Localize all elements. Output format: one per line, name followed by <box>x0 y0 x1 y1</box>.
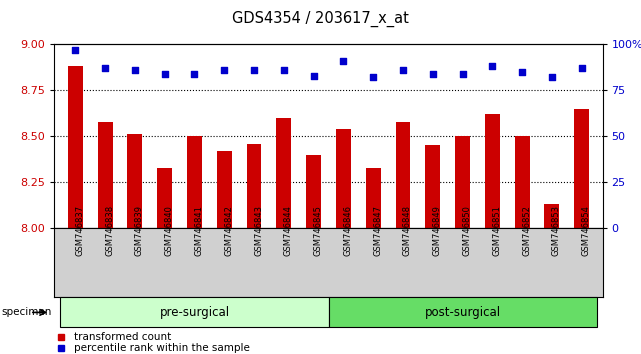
Point <box>547 75 557 80</box>
Bar <box>128 135 142 228</box>
Text: GSM746838: GSM746838 <box>105 205 114 256</box>
Bar <box>276 118 291 228</box>
Bar <box>336 129 351 228</box>
Bar <box>306 155 321 228</box>
Point <box>576 65 587 71</box>
Text: GSM746846: GSM746846 <box>344 205 353 256</box>
Point <box>487 63 497 69</box>
Bar <box>328 297 597 327</box>
Text: GSM746840: GSM746840 <box>165 205 174 256</box>
Point <box>279 67 289 73</box>
Point <box>428 71 438 76</box>
Text: GSM746844: GSM746844 <box>284 205 293 256</box>
Bar <box>157 167 172 228</box>
Point <box>249 67 259 73</box>
Point <box>189 71 199 76</box>
Point <box>338 58 349 64</box>
Point <box>160 71 170 76</box>
Point <box>71 47 81 53</box>
Bar <box>247 144 262 228</box>
Bar <box>455 136 470 228</box>
Text: GSM746837: GSM746837 <box>76 205 85 256</box>
Bar <box>187 136 202 228</box>
Bar <box>544 204 560 228</box>
Point <box>398 67 408 73</box>
Point <box>129 67 140 73</box>
Bar <box>60 297 328 327</box>
Text: GDS4354 / 203617_x_at: GDS4354 / 203617_x_at <box>232 11 409 27</box>
Text: GSM746841: GSM746841 <box>194 205 203 256</box>
Bar <box>426 145 440 228</box>
Point <box>219 67 229 73</box>
Text: pre-surgical: pre-surgical <box>160 306 229 319</box>
Text: specimen: specimen <box>1 307 52 318</box>
Text: GSM746842: GSM746842 <box>224 205 233 256</box>
Point <box>100 65 110 71</box>
Text: GSM746849: GSM746849 <box>433 205 442 256</box>
Text: GSM746852: GSM746852 <box>522 205 531 256</box>
Text: post-surgical: post-surgical <box>424 306 501 319</box>
Bar <box>68 66 83 228</box>
Text: GSM746847: GSM746847 <box>373 205 382 256</box>
Text: GSM746848: GSM746848 <box>403 205 412 256</box>
Point <box>517 69 528 75</box>
Text: GSM746854: GSM746854 <box>581 205 591 256</box>
Bar <box>485 114 500 228</box>
Point <box>458 71 468 76</box>
Bar <box>515 136 529 228</box>
Text: GSM746853: GSM746853 <box>552 205 561 256</box>
Text: GSM746843: GSM746843 <box>254 205 263 256</box>
Point <box>368 75 378 80</box>
Text: GSM746850: GSM746850 <box>463 205 472 256</box>
Text: transformed count: transformed count <box>74 332 171 342</box>
Text: percentile rank within the sample: percentile rank within the sample <box>74 343 250 353</box>
Point <box>308 73 319 78</box>
Bar <box>97 121 113 228</box>
Bar <box>574 109 589 228</box>
Text: GSM746845: GSM746845 <box>313 205 322 256</box>
Text: GSM746839: GSM746839 <box>135 205 144 256</box>
Bar <box>366 167 381 228</box>
Bar <box>395 121 410 228</box>
Bar <box>217 151 231 228</box>
Text: GSM746851: GSM746851 <box>492 205 501 256</box>
